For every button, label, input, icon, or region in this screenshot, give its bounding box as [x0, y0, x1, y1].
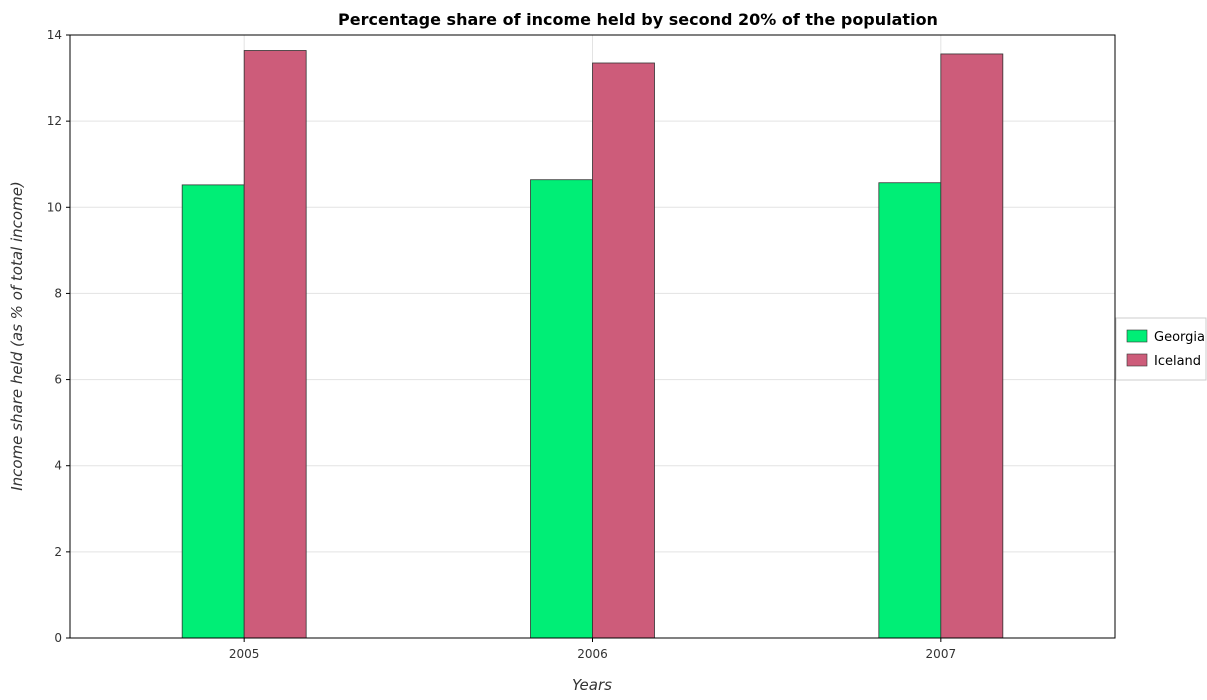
legend: Georgia Iceland: [1115, 317, 1207, 381]
bar-iceland-2006: [592, 62, 655, 639]
y-tick-label: 14: [47, 28, 62, 42]
bar-georgia-2005: [181, 184, 245, 639]
y-tick-label: 2: [54, 545, 62, 559]
y-tick-label: 0: [54, 631, 62, 645]
bar-iceland-2005: [243, 50, 307, 639]
bar-georgia-2006: [530, 179, 593, 639]
y-axis-ticks: 0 2 4 6 8 10 12 14: [47, 28, 70, 645]
legend-label-georgia: Georgia: [1154, 330, 1205, 345]
y-tick-label: 10: [47, 200, 62, 214]
y-tick-label: 4: [54, 459, 62, 473]
legend-swatch-georgia: [1126, 329, 1148, 343]
x-axis-label: Years: [572, 676, 612, 694]
y-tick-label: 6: [54, 373, 62, 387]
legend-box: [1115, 317, 1207, 381]
x-axis-ticks: 2005 2006 2007: [229, 638, 956, 661]
bars: [181, 50, 1004, 639]
y-axis-label: Income share held (as % of total income): [8, 181, 26, 491]
legend-label-iceland: Iceland: [1154, 354, 1201, 369]
y-tick-label: 12: [47, 114, 62, 128]
chart-title: Percentage share of income held by secon…: [338, 10, 938, 29]
x-tick-label: 2005: [229, 647, 260, 661]
y-tick-label: 8: [54, 286, 62, 300]
legend-swatch-iceland: [1126, 353, 1148, 367]
bar-iceland-2007: [940, 53, 1004, 639]
x-tick-label: 2006: [577, 647, 608, 661]
x-tick-label: 2007: [926, 647, 957, 661]
bar-georgia-2007: [878, 182, 942, 639]
